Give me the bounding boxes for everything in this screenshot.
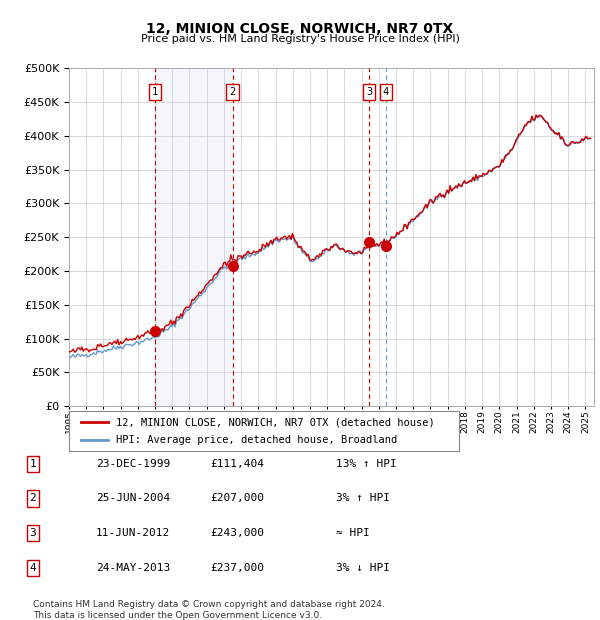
Text: 13% ↑ HPI: 13% ↑ HPI [336,459,397,469]
Text: 4: 4 [383,87,389,97]
Text: 3% ↓ HPI: 3% ↓ HPI [336,563,390,573]
Text: 3% ↑ HPI: 3% ↑ HPI [336,494,390,503]
Text: £237,000: £237,000 [210,563,264,573]
Text: 1: 1 [29,459,37,469]
Text: 3: 3 [366,87,373,97]
Text: 25-JUN-2004: 25-JUN-2004 [96,494,170,503]
Text: 3: 3 [29,528,37,538]
Text: 12, MINION CLOSE, NORWICH, NR7 0TX (detached house): 12, MINION CLOSE, NORWICH, NR7 0TX (deta… [116,417,434,427]
Text: 2: 2 [29,494,37,503]
Text: 4: 4 [29,563,37,573]
Text: 11-JUN-2012: 11-JUN-2012 [96,528,170,538]
Text: ≈ HPI: ≈ HPI [336,528,370,538]
Text: 12, MINION CLOSE, NORWICH, NR7 0TX: 12, MINION CLOSE, NORWICH, NR7 0TX [146,22,454,36]
Text: HPI: Average price, detached house, Broadland: HPI: Average price, detached house, Broa… [116,435,397,446]
Text: 24-MAY-2013: 24-MAY-2013 [96,563,170,573]
Bar [155,68,233,406]
Text: £243,000: £243,000 [210,528,264,538]
Text: Price paid vs. HM Land Registry's House Price Index (HPI): Price paid vs. HM Land Registry's House … [140,34,460,44]
Text: £111,404: £111,404 [210,459,264,469]
Text: £207,000: £207,000 [210,494,264,503]
Text: 23-DEC-1999: 23-DEC-1999 [96,459,170,469]
Text: 2: 2 [229,87,236,97]
Text: 1: 1 [152,87,158,97]
Text: Contains HM Land Registry data © Crown copyright and database right 2024.
This d: Contains HM Land Registry data © Crown c… [33,600,385,619]
